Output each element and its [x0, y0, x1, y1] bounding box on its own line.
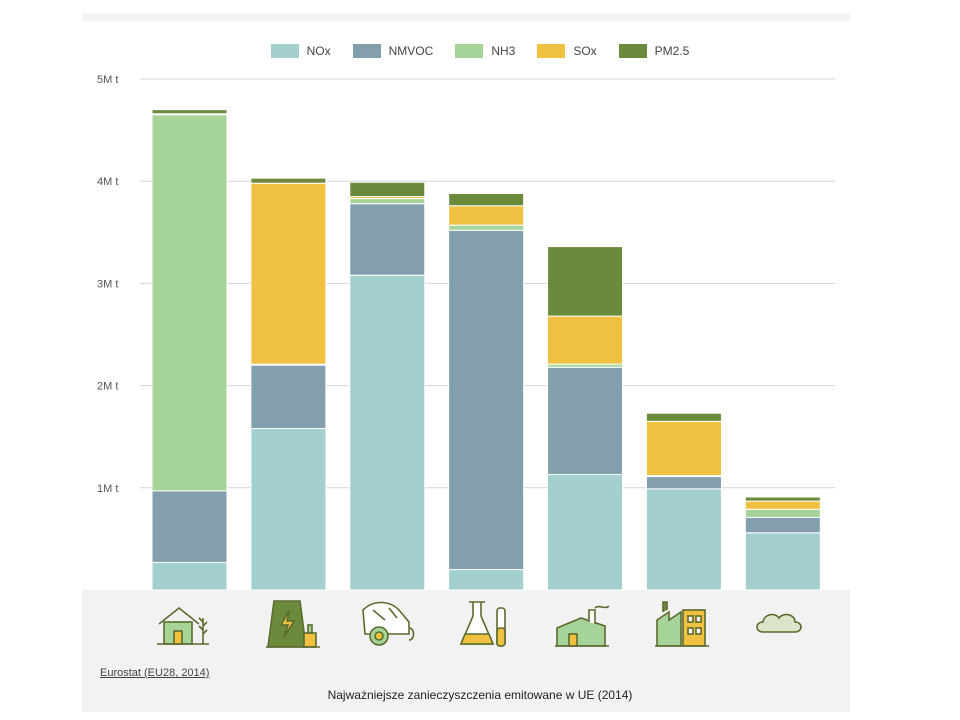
- legend-label-nh3: NH3: [491, 44, 516, 58]
- legend-item-nh3[interactable]: NH3: [455, 44, 515, 58]
- footer-band: [82, 590, 850, 712]
- bar-segment-sox[interactable]: [547, 315, 624, 365]
- chemistry-icon: [459, 601, 506, 647]
- bar-segment-pm25[interactable]: [250, 177, 327, 184]
- bar-segment-nh3[interactable]: [151, 114, 228, 492]
- bar-segment-pm25[interactable]: [349, 181, 426, 198]
- bar-segment-nmvoc[interactable]: [744, 516, 821, 534]
- legend-item-pm25[interactable]: PM2.5: [618, 44, 690, 58]
- legend-swatch-sox: [537, 44, 566, 58]
- bar-segment-nmvoc[interactable]: [349, 203, 426, 276]
- legend-item-sox[interactable]: SOx: [537, 44, 597, 58]
- legend: NOx NMVOC NH3 SOx PM2.5: [0, 44, 960, 58]
- industry-icon: [655, 601, 709, 647]
- legend-swatch-nox: [270, 44, 299, 58]
- bar-segment-sox[interactable]: [645, 420, 722, 477]
- legend-label-nox: NOx: [306, 44, 331, 58]
- bar-segment-nh3[interactable]: [349, 198, 426, 205]
- chart-caption: Najważniejsze zanieczyszczenia emitowane…: [327, 688, 633, 702]
- transport-icon: [362, 601, 415, 646]
- y-tick-label: 1M t: [97, 483, 118, 495]
- agriculture-icon: [157, 606, 209, 645]
- source-link[interactable]: Eurostat (EU28, 2014): [100, 667, 210, 679]
- other-icon: [756, 613, 802, 633]
- bar-segment-sox[interactable]: [448, 205, 525, 226]
- power-plant-icon: [266, 600, 320, 648]
- bar-segment-pm25[interactable]: [151, 109, 228, 115]
- bar-segment-nmvoc[interactable]: [151, 490, 228, 563]
- bar-segment-pm25[interactable]: [744, 496, 821, 502]
- bar-segment-nmvoc[interactable]: [250, 364, 327, 430]
- bar-segment-nh3[interactable]: [448, 224, 525, 231]
- bar-segment-nh3[interactable]: [744, 508, 821, 518]
- bar-segment-nox[interactable]: [349, 274, 426, 591]
- bars: [151, 109, 821, 591]
- bar-segment-sox[interactable]: [744, 500, 821, 510]
- bar-segment-nmvoc[interactable]: [448, 229, 525, 571]
- y-tick-label: 4M t: [97, 176, 118, 188]
- legend-label-pm25: PM2.5: [654, 44, 690, 58]
- households-icon: [555, 605, 610, 647]
- y-tick-label: 5M t: [97, 74, 118, 86]
- legend-item-nox[interactable]: NOx: [270, 44, 331, 58]
- legend-item-nmvoc[interactable]: NMVOC: [352, 44, 434, 58]
- bar-segment-nox[interactable]: [448, 569, 525, 591]
- y-tick-label: 2M t: [97, 381, 118, 393]
- bar-segment-nox[interactable]: [547, 474, 624, 591]
- bar-segment-pm25[interactable]: [645, 412, 722, 422]
- legend-swatch-nmvoc: [352, 44, 381, 58]
- top-strip: [82, 13, 850, 21]
- legend-swatch-pm25: [618, 44, 647, 58]
- legend-swatch-nh3: [455, 44, 484, 58]
- bar-segment-nox[interactable]: [645, 488, 722, 591]
- bar-segment-nmvoc[interactable]: [645, 476, 722, 490]
- bar-segment-nmvoc[interactable]: [547, 366, 624, 476]
- y-tick-label: 3M t: [97, 278, 118, 290]
- bar-segment-pm25[interactable]: [547, 246, 624, 317]
- legend-label-sox: SOx: [573, 44, 597, 58]
- bar-segment-nox[interactable]: [250, 428, 327, 591]
- bar-segment-pm25[interactable]: [448, 192, 525, 207]
- legend-label-nmvoc: NMVOC: [388, 44, 434, 58]
- bar-segment-sox[interactable]: [250, 182, 327, 365]
- bar-segment-nox[interactable]: [151, 561, 228, 591]
- bar-segment-nox[interactable]: [744, 532, 821, 591]
